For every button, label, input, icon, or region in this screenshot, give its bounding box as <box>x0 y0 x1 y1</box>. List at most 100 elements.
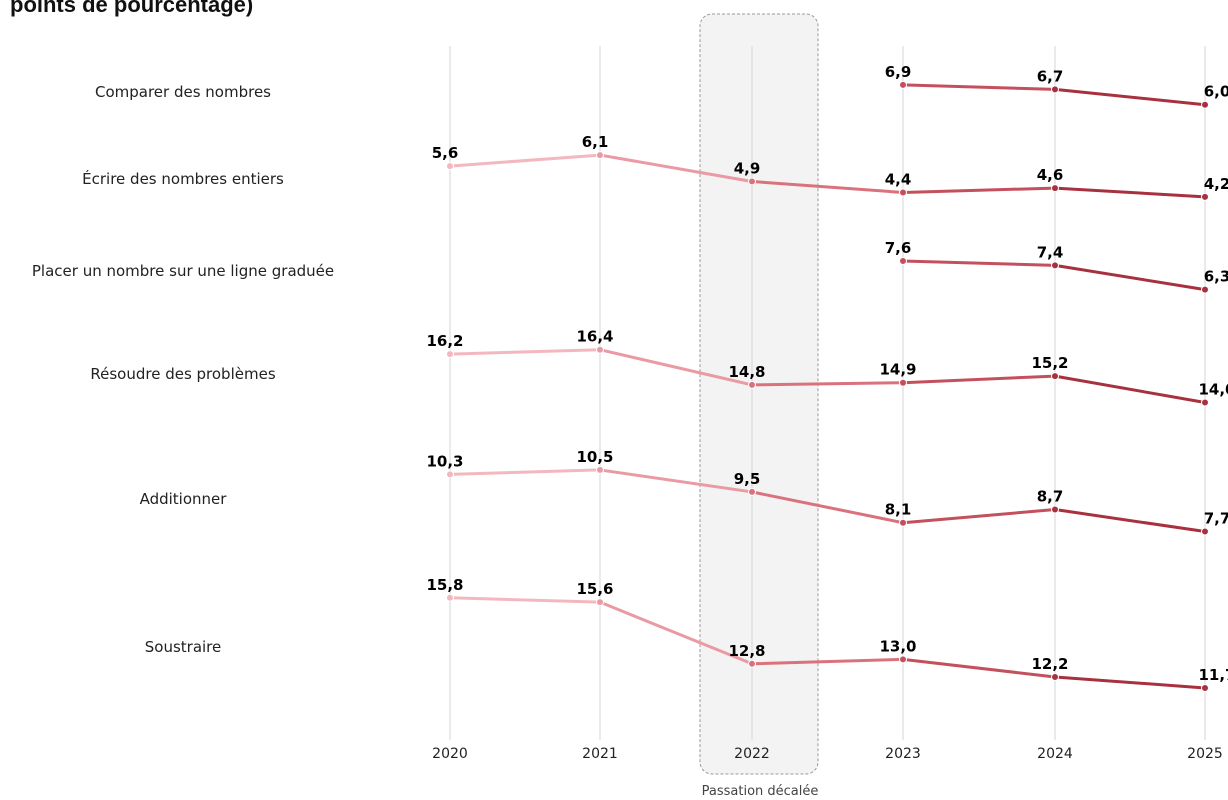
data-label: 6,1 <box>582 133 609 151</box>
data-point <box>899 655 907 664</box>
data-point <box>446 470 454 479</box>
data-label: 7,6 <box>885 239 912 257</box>
data-point <box>1051 85 1059 94</box>
data-label: 7,4 <box>1037 243 1064 261</box>
data-label: 13,0 <box>879 637 916 655</box>
data-point <box>1201 192 1209 201</box>
series-segment <box>598 600 754 666</box>
data-label: 12,8 <box>728 642 765 660</box>
x-tick-label: 2023 <box>885 746 921 762</box>
data-point <box>446 162 454 171</box>
data-label: 8,1 <box>885 501 912 519</box>
series-label: Résoudre des problèmes <box>90 365 276 383</box>
data-point <box>1201 100 1209 109</box>
data-point <box>446 350 454 359</box>
data-point <box>899 378 907 387</box>
x-tick-label: 2022 <box>734 746 770 762</box>
data-point <box>596 465 604 474</box>
series-segment <box>598 468 754 494</box>
data-label: 6,9 <box>885 63 912 81</box>
data-label: 10,5 <box>576 448 613 466</box>
data-point <box>1051 372 1059 381</box>
data-label: 5,6 <box>432 144 459 162</box>
data-point <box>596 598 604 607</box>
data-label: 4,6 <box>1037 166 1064 184</box>
data-point <box>1201 683 1209 692</box>
data-label: 4,2 <box>1204 175 1228 193</box>
data-label: 16,2 <box>426 332 463 350</box>
data-label: 4,4 <box>885 170 912 188</box>
series-segment <box>1053 186 1207 199</box>
data-label: 7,7 <box>1204 510 1228 528</box>
data-point <box>748 380 756 389</box>
data-label: 15,2 <box>1031 354 1068 372</box>
x-tick-label: 2024 <box>1037 746 1073 762</box>
series-segment <box>901 657 1057 679</box>
series-label: Additionner <box>139 490 227 508</box>
series-segment <box>1053 675 1207 690</box>
data-point <box>1201 527 1209 536</box>
data-point <box>899 518 907 527</box>
data-point <box>1051 261 1059 270</box>
data-point <box>1201 285 1209 294</box>
series-segment <box>750 657 905 666</box>
data-point <box>899 80 907 89</box>
data-label: 9,5 <box>734 470 761 488</box>
series-label: Placer un nombre sur une ligne graduée <box>31 262 335 280</box>
data-label: 8,7 <box>1037 488 1064 506</box>
series-segment <box>598 348 754 387</box>
series-label: Soustraire <box>144 638 222 656</box>
data-label: 12,2 <box>1031 655 1068 673</box>
x-tick-label: 2021 <box>582 746 618 762</box>
series-segment <box>1053 263 1207 292</box>
series-segment <box>1053 87 1207 107</box>
series-segment <box>901 259 1057 267</box>
x-tick-label: 2020 <box>432 746 468 762</box>
data-label: 6,0 <box>1204 83 1228 101</box>
data-point <box>596 151 604 160</box>
data-point <box>1051 505 1059 514</box>
data-point <box>596 345 604 354</box>
data-label: 14,0 <box>1198 381 1228 399</box>
data-label: 14,8 <box>728 363 765 381</box>
data-point <box>748 177 756 186</box>
chart-title: points de pourcentage) <box>10 0 254 17</box>
series-segment <box>448 468 602 476</box>
series-segment <box>598 153 754 183</box>
series-label: Écrire des nombres entiers <box>82 170 284 188</box>
series-segment <box>750 381 905 387</box>
series-segment <box>448 348 602 356</box>
series-label: Comparer des nombres <box>94 83 272 101</box>
data-point <box>446 593 454 602</box>
series-segment <box>901 186 1057 194</box>
data-label: 6,7 <box>1037 67 1064 85</box>
series-segment <box>1053 374 1207 404</box>
data-label: 14,9 <box>879 361 916 379</box>
x-tick-label: 2025 <box>1187 746 1223 762</box>
series-segment <box>750 179 905 194</box>
data-label: 4,9 <box>734 159 761 177</box>
data-label: 10,3 <box>426 452 463 470</box>
series-segment <box>901 83 1057 91</box>
data-label: 15,8 <box>426 576 463 594</box>
data-label: 11,7 <box>1198 666 1228 684</box>
series-segment <box>1053 508 1207 534</box>
shifted-year-band <box>699 13 819 775</box>
data-point <box>899 257 907 265</box>
series-segment <box>750 490 905 525</box>
data-label: 16,4 <box>576 328 613 346</box>
data-point <box>748 659 756 668</box>
data-point <box>899 188 907 197</box>
series-segment <box>448 596 602 604</box>
data-label: 6,3 <box>1204 268 1228 286</box>
series-segment <box>901 508 1057 525</box>
series-segment <box>448 153 602 168</box>
data-point <box>1051 184 1059 193</box>
data-point <box>1051 672 1059 681</box>
shifted-year-note: Passation décalée <box>702 784 819 799</box>
data-point <box>1201 398 1209 407</box>
data-label: 15,6 <box>576 580 613 598</box>
data-point <box>748 487 756 496</box>
series-segment <box>901 374 1057 385</box>
